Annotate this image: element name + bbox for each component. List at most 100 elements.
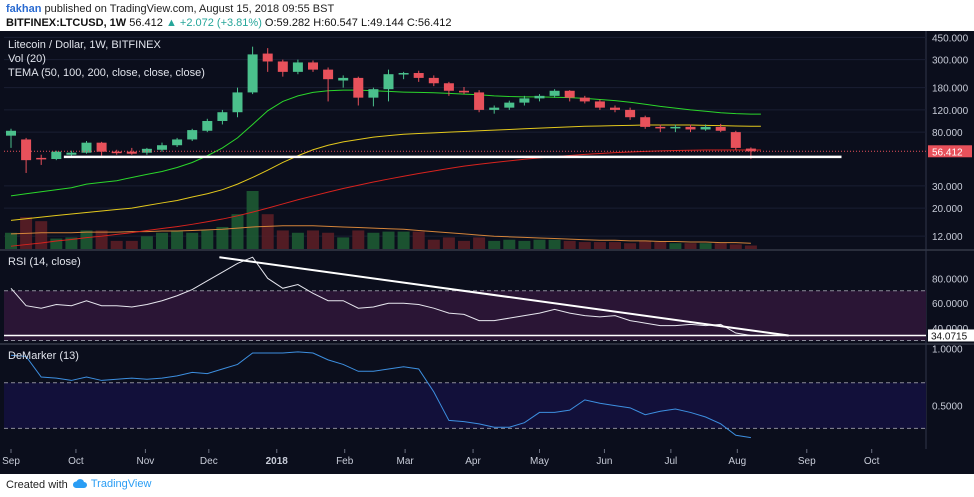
time-axis-label: Dec <box>200 456 218 467</box>
candle-body <box>6 130 16 136</box>
volume-bar <box>744 245 757 249</box>
created-with-text: Created with <box>6 479 68 491</box>
pane-divider <box>0 249 974 251</box>
tradingview-cloud-icon <box>72 479 87 488</box>
volume-bar <box>578 242 591 249</box>
open-value: O:59.282 <box>264 17 311 29</box>
low-value: L:49.144 <box>360 17 404 29</box>
volume-bar <box>729 244 742 249</box>
volume-bar <box>669 243 682 249</box>
candle-body <box>353 77 364 98</box>
volume-bar <box>35 221 48 249</box>
demarker-axis-label: 1.0000 <box>932 344 963 355</box>
volume-bar <box>246 191 259 249</box>
tradingview-logo[interactable]: TradingView <box>72 477 151 490</box>
candle-body <box>413 73 424 78</box>
time-axis-label: Oct <box>864 456 880 467</box>
candle-body <box>504 102 515 108</box>
candle-body <box>51 151 62 160</box>
demarker-pane-title: DeMarker (13) <box>8 350 79 362</box>
published-text: published on TradingView.com, August 15,… <box>44 3 335 15</box>
price-axis-label: 300.000 <box>932 56 969 67</box>
footer: Created with TradingView <box>0 474 974 497</box>
candle-body <box>308 62 318 70</box>
rsi-trendline <box>219 256 789 337</box>
volume-bar <box>261 214 274 249</box>
volume-bar <box>382 231 395 249</box>
candle-body <box>640 117 651 127</box>
candle-body <box>126 151 137 154</box>
volume-bar <box>156 232 168 249</box>
volume-bar <box>533 239 546 249</box>
candle-body <box>202 120 213 131</box>
volume-bar <box>337 237 350 249</box>
last-price-tag-label: 56.412 <box>932 147 963 158</box>
candle-body <box>277 61 288 72</box>
candle-body <box>187 130 198 140</box>
candle-body <box>489 107 500 110</box>
volume-legend: Vol (20) <box>8 53 46 65</box>
rsi-last-tag-label: 34.0715 <box>931 331 968 342</box>
price-axis-label: 120.000 <box>932 106 969 117</box>
time-axis-label: Oct <box>68 456 84 467</box>
volume-bar <box>442 237 455 249</box>
rsi-band <box>4 290 926 341</box>
rsi-axis-label: 80.0000 <box>932 274 969 285</box>
volume-bar <box>110 240 123 249</box>
price-axis-label: 20.000 <box>932 204 963 215</box>
last-price: 56.412 <box>129 17 163 29</box>
volume-bar <box>140 236 153 249</box>
candle-body <box>21 139 32 161</box>
chart-canvas[interactable]: 450.000 300.000 180.000 120.000 80.000 56.412… <box>0 31 974 474</box>
volume-bar <box>609 242 621 249</box>
rsi-line <box>10 256 751 336</box>
candle-body <box>323 69 334 80</box>
volume-bar <box>171 230 184 249</box>
volume-bar <box>50 238 63 249</box>
time-axis-label: Mar <box>396 456 414 467</box>
volume-bar <box>624 243 637 249</box>
last-price-tag <box>928 145 972 158</box>
candle-body <box>459 90 469 93</box>
volume-bar <box>95 230 108 249</box>
candle-body <box>519 98 530 103</box>
time-axis-label: Nov <box>136 456 154 467</box>
volume-bar <box>473 237 486 249</box>
volume-bar <box>367 232 380 249</box>
time-axis-label: Apr <box>465 456 481 467</box>
candle-body <box>262 53 273 62</box>
time-axis-label: May <box>530 456 549 467</box>
volume-bar <box>307 230 319 249</box>
volume-bar <box>518 240 531 249</box>
candle-body <box>564 90 575 98</box>
volume-bar <box>684 243 697 249</box>
volume-bar <box>5 232 17 249</box>
price-axis-label: 12.000 <box>932 232 963 243</box>
candle-body <box>81 142 92 153</box>
price-axis-label: 180.000 <box>932 84 969 95</box>
author-link[interactable]: fakhan <box>6 3 42 15</box>
volume-bar <box>201 230 214 249</box>
publish-line: fakhan published on TradingView.com, Aug… <box>6 3 334 15</box>
tema-100-line <box>10 124 761 221</box>
time-axis-label: 2018 <box>266 456 289 467</box>
candle-body <box>428 77 439 84</box>
candle-body <box>474 92 485 110</box>
price-axis-label: 450.000 <box>932 33 969 44</box>
candle-body <box>655 126 666 129</box>
candle-body <box>579 97 590 102</box>
candle-body <box>670 126 681 129</box>
candle-body <box>715 126 726 131</box>
price-axis-label: 30.000 <box>932 182 963 193</box>
candle-body <box>685 126 696 130</box>
high-value: H:60.547 <box>313 17 358 29</box>
volume-bar <box>186 232 199 249</box>
candle-body <box>443 83 454 91</box>
candle-body <box>217 112 228 121</box>
volume-bar <box>488 240 501 249</box>
volume-bar <box>699 243 712 249</box>
candle-body <box>398 73 409 75</box>
candle-body <box>232 92 243 113</box>
rsi-axis-label: 60.0000 <box>932 299 969 310</box>
volume-bar <box>412 231 425 249</box>
